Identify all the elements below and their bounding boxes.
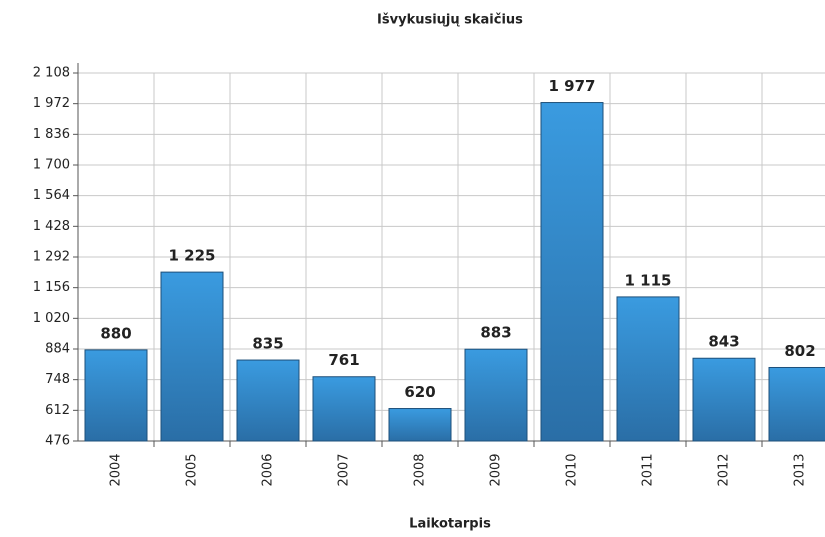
bar [692, 357, 756, 442]
y-tick-label: 2 108 [33, 66, 70, 81]
bar [768, 366, 825, 442]
data-label: 880 [100, 324, 131, 342]
x-tick-label: 2013 [793, 453, 808, 486]
x-tick-label: 2007 [337, 453, 352, 486]
data-label: 761 [328, 351, 359, 369]
bar [464, 348, 528, 442]
x-tick-label: 2010 [565, 453, 580, 486]
y-tick-label: 748 [45, 372, 70, 387]
data-label: 802 [784, 342, 815, 360]
y-tick-label: 1 292 [33, 250, 70, 265]
x-axis-title: Laikotarpis [409, 517, 491, 532]
x-tick-label: 2011 [641, 453, 656, 486]
bar [616, 296, 680, 442]
y-tick-label: 612 [45, 403, 70, 418]
x-tick-label: 2005 [185, 453, 200, 486]
y-tick-label: 1 836 [33, 127, 70, 142]
y-tick-label: 1 156 [33, 280, 70, 295]
data-label: 883 [480, 324, 511, 342]
bar [312, 376, 376, 442]
bar [540, 102, 604, 442]
bar [84, 349, 148, 442]
data-label: 1 977 [549, 77, 596, 95]
y-tick-label: 1 700 [33, 158, 70, 173]
x-tick-label: 2004 [109, 453, 124, 486]
x-tick-label: 2006 [261, 453, 276, 486]
y-tick-label: 476 [45, 434, 70, 449]
y-tick-label: 1 972 [33, 96, 70, 111]
data-label: 620 [404, 383, 435, 401]
data-label: 1 225 [169, 247, 216, 265]
chart-title: Išvykusiųjų skaičius [377, 13, 523, 28]
y-tick-label: 1 428 [33, 219, 70, 234]
x-tick-label: 2012 [717, 453, 732, 486]
bar [160, 271, 224, 442]
x-tick-label: 2008 [413, 453, 428, 486]
bar [388, 408, 452, 442]
data-label: 1 115 [625, 271, 672, 289]
data-label: 843 [708, 333, 739, 351]
data-label: 835 [252, 335, 283, 353]
bar [236, 359, 300, 442]
x-tick-label: 2009 [489, 453, 504, 486]
y-tick-label: 884 [45, 342, 70, 357]
y-tick-label: 1 564 [33, 188, 70, 203]
y-tick-label: 1 020 [33, 311, 70, 326]
